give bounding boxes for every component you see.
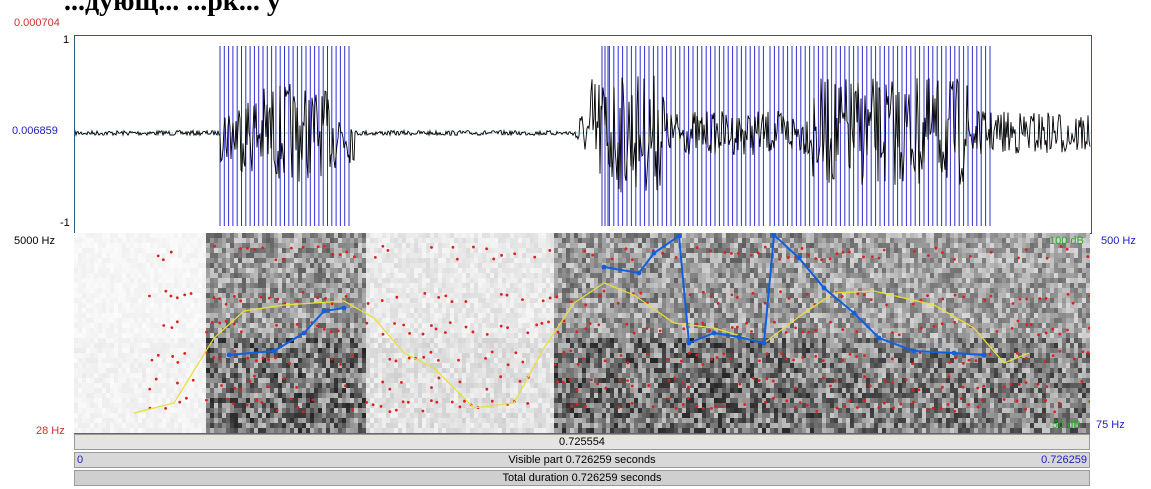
waveform-panel[interactable]	[74, 35, 1092, 234]
total-duration-bar[interactable]: Total duration 0.726259 seconds	[74, 470, 1090, 486]
pitch-bottom-label: 75 Hz	[1096, 419, 1125, 431]
waveform-y-min: -1	[60, 217, 70, 229]
spectrogram-texture	[74, 233, 1090, 433]
intensity-bottom-label: 50 dB	[1052, 419, 1081, 431]
clipped-title: ...дующ... ...рк... у	[64, 0, 281, 17]
intensity-top-label: 100 dB	[1049, 235, 1084, 247]
waveform-trace	[74, 75, 1091, 193]
spectrogram-panel[interactable]	[74, 233, 1090, 433]
spectrogram-plot	[74, 233, 1090, 433]
pitch-top-label: 500 Hz	[1101, 235, 1136, 247]
waveform-y-max: 1	[63, 34, 70, 46]
visible-part-label: Visible part 0.726259 seconds	[508, 454, 656, 466]
total-duration-label: Total duration 0.726259 seconds	[502, 472, 662, 484]
spectrogram-freq-top: 5000 Hz	[14, 235, 55, 247]
spectrogram-selection-line	[74, 433, 1090, 434]
cursor-time-value: 0.725554	[559, 436, 605, 448]
spectrogram-freq-bottom: 28 Hz	[36, 425, 65, 437]
waveform-top-value: 0.000704	[14, 17, 60, 29]
visible-end-time: 0.726259	[1041, 454, 1087, 466]
visible-part-bar[interactable]: 0 Visible part 0.726259 seconds 0.726259	[74, 452, 1090, 468]
pitch-curve	[226, 233, 987, 358]
intensity-curve	[133, 282, 1030, 414]
formant-dots	[148, 244, 1090, 414]
cursor-time-bar[interactable]: 0.725554	[74, 434, 1090, 450]
visible-start-time: 0	[77, 454, 84, 466]
top-strip: ...дующ... ...рк... у	[0, 0, 1151, 36]
waveform-y-mid: 0.006859	[12, 125, 58, 137]
waveform-plot	[74, 46, 1091, 226]
